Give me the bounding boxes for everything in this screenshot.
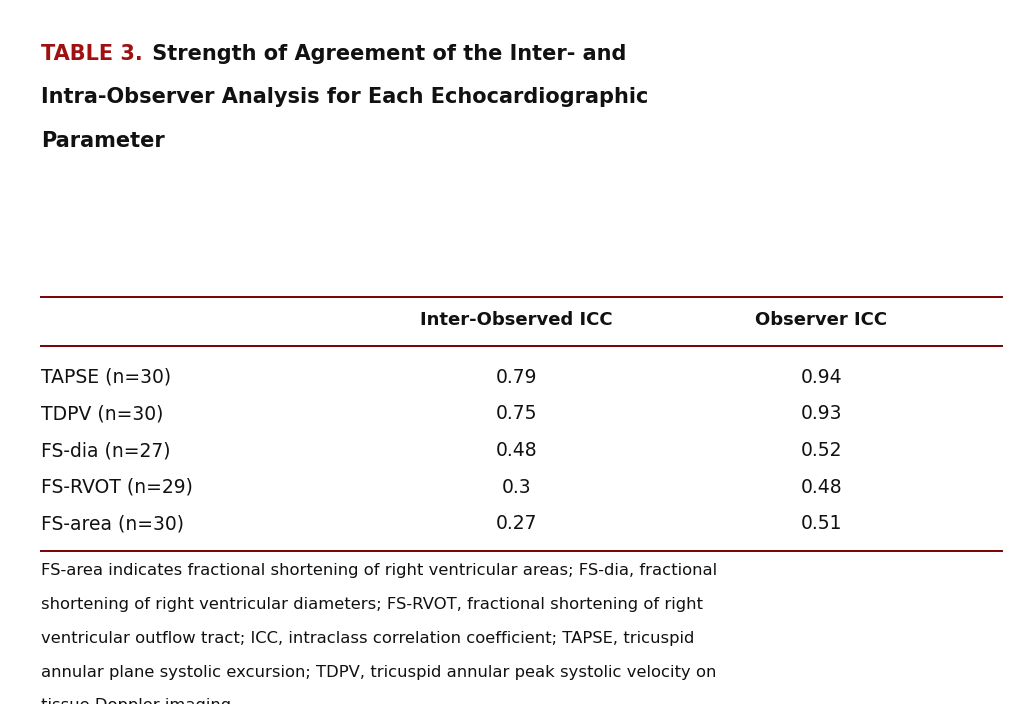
Text: Inter-Observed ICC: Inter-Observed ICC [420, 311, 613, 329]
Text: Observer ICC: Observer ICC [755, 311, 887, 329]
Text: ventricular outflow tract; ICC, intraclass correlation coefficient; TAPSE, tricu: ventricular outflow tract; ICC, intracla… [41, 631, 695, 646]
Text: 0.27: 0.27 [496, 515, 537, 533]
Text: TABLE 3.: TABLE 3. [41, 44, 143, 63]
Text: 0.79: 0.79 [496, 368, 537, 386]
Text: 0.94: 0.94 [801, 368, 842, 386]
Text: shortening of right ventricular diameters; FS-RVOT, fractional shortening of rig: shortening of right ventricular diameter… [41, 597, 703, 612]
Text: Strength of Agreement of the Inter- and: Strength of Agreement of the Inter- and [145, 44, 626, 63]
Text: FS-area indicates fractional shortening of right ventricular areas; FS-dia, frac: FS-area indicates fractional shortening … [41, 563, 718, 578]
Text: 0.75: 0.75 [496, 405, 537, 423]
Text: 0.51: 0.51 [801, 515, 842, 533]
Text: Intra-Observer Analysis for Each Echocardiographic: Intra-Observer Analysis for Each Echocar… [41, 87, 649, 107]
Text: 0.93: 0.93 [801, 405, 842, 423]
Text: TDPV (n=30): TDPV (n=30) [41, 405, 163, 423]
Text: tissue Doppler imaging.: tissue Doppler imaging. [41, 698, 237, 704]
Text: Parameter: Parameter [41, 131, 165, 151]
Text: TAPSE (n=30): TAPSE (n=30) [41, 368, 171, 386]
Text: 0.48: 0.48 [801, 478, 842, 496]
Text: FS-RVOT (n=29): FS-RVOT (n=29) [41, 478, 193, 496]
Text: annular plane systolic excursion; TDPV, tricuspid annular peak systolic velocity: annular plane systolic excursion; TDPV, … [41, 665, 717, 679]
Text: FS-area (n=30): FS-area (n=30) [41, 515, 184, 533]
Text: FS-dia (n=27): FS-dia (n=27) [41, 441, 170, 460]
Text: 0.52: 0.52 [801, 441, 842, 460]
Text: 0.3: 0.3 [502, 478, 531, 496]
Text: 0.48: 0.48 [496, 441, 537, 460]
